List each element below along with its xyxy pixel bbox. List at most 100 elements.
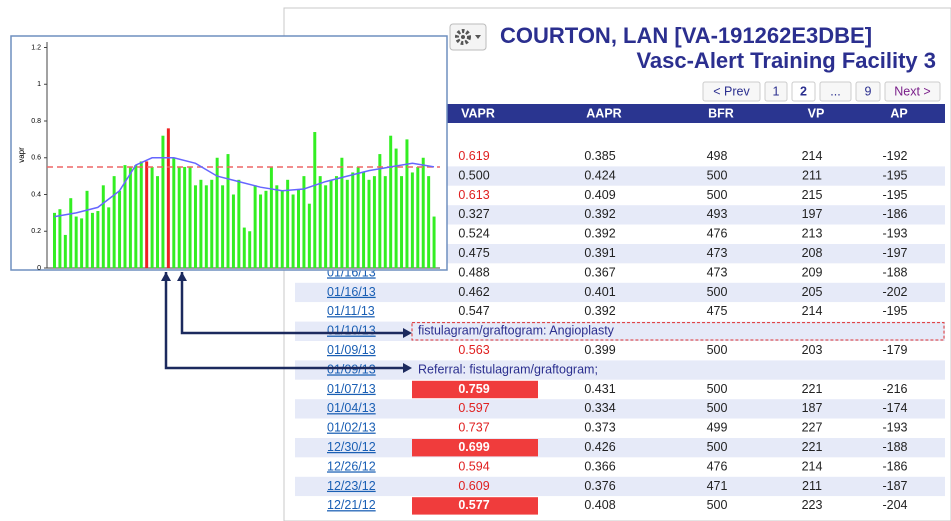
date-link[interactable]: 12/21/12 — [327, 498, 376, 512]
y-tick-label: 0.4 — [31, 191, 41, 198]
page-button[interactable] — [764, 81, 788, 102]
bar — [74, 216, 78, 268]
page-button[interactable] — [702, 81, 761, 102]
cell: 0.391 — [584, 246, 615, 260]
bar — [177, 166, 181, 268]
table: VAPR AAPR BFR VP AP 0.619 0.385 498 214 -192 0.500… — [295, 104, 945, 516]
note: Referral: fistulagram/graftogram; — [418, 362, 598, 376]
page-button-label[interactable]: ... — [830, 84, 840, 98]
page-button[interactable] — [791, 81, 816, 102]
bar — [204, 185, 208, 268]
date-link[interactable]: 12/30/12 — [327, 440, 376, 454]
bar — [269, 166, 273, 268]
bar — [345, 179, 349, 268]
row-bg — [295, 496, 945, 516]
cell: 203 — [802, 343, 823, 357]
cell: -193 — [882, 421, 907, 435]
row-bg — [295, 399, 945, 419]
bar — [421, 157, 425, 268]
settings-icon[interactable] — [449, 23, 487, 51]
bar — [145, 161, 149, 268]
bar — [107, 207, 111, 268]
bar — [53, 212, 56, 268]
row-bg — [295, 282, 945, 303]
bar — [242, 227, 246, 268]
date-link[interactable]: 12/23/12 — [327, 479, 376, 493]
cell: 221 — [802, 440, 823, 454]
y-tick-label: 0.6 — [31, 155, 41, 162]
cell: -188 — [882, 440, 907, 454]
row-bg — [295, 341, 945, 361]
page-button-label[interactable]: 2 — [800, 84, 807, 98]
y-tick-label: 1.2 — [31, 44, 41, 51]
cell: 0.424 — [584, 168, 615, 182]
date-link[interactable]: 01/02/13 — [327, 421, 376, 435]
bar — [313, 132, 317, 268]
page-button-label[interactable]: 1 — [773, 84, 780, 98]
bar — [85, 190, 89, 268]
row-bg — [295, 147, 945, 167]
row-bg — [295, 185, 945, 206]
row-bg — [295, 379, 945, 400]
cell: 500 — [707, 168, 728, 182]
date-link[interactable]: 01/16/13 — [327, 285, 376, 299]
bar — [193, 185, 197, 268]
bar — [172, 157, 176, 268]
subtitle: Vasc-Alert Training Facility 3 — [636, 48, 936, 73]
cell: 500 — [707, 285, 728, 299]
page-button-label[interactable]: Next > — [894, 84, 930, 98]
date-link[interactable]: 01/11/13 — [327, 304, 375, 318]
date-link[interactable]: 01/09/13 — [327, 343, 376, 357]
bar — [237, 179, 241, 268]
date-link[interactable]: 01/10/13 — [327, 324, 376, 338]
bar — [405, 139, 409, 268]
cell: 473 — [707, 246, 728, 260]
cell: 498 — [707, 149, 728, 163]
page-button[interactable] — [819, 81, 852, 102]
alert-cell — [412, 380, 538, 399]
cell: 0.392 — [584, 227, 615, 241]
bar — [259, 194, 263, 268]
bar — [221, 185, 225, 268]
date-link[interactable]: 01/04/13 — [327, 401, 376, 415]
cell: 0.613 — [458, 188, 489, 202]
page-button-label[interactable]: < Prev — [713, 84, 750, 98]
cell: 0.399 — [584, 343, 615, 357]
cell: 0.462 — [458, 285, 489, 299]
date-link[interactable]: 12/26/12 — [327, 459, 376, 473]
bar — [351, 172, 355, 268]
page-button[interactable] — [855, 81, 881, 102]
bar — [275, 185, 279, 268]
page-button-label[interactable]: 9 — [865, 84, 872, 98]
bar — [410, 172, 414, 268]
date-link[interactable]: 01/07/13 — [327, 382, 376, 396]
cell: 211 — [802, 479, 822, 493]
bar — [215, 157, 219, 268]
trend-line — [54, 157, 435, 218]
bar — [318, 176, 322, 268]
cell: -204 — [882, 498, 907, 512]
row-bg — [295, 263, 945, 283]
cell: 499 — [707, 421, 728, 435]
alert-cell — [412, 497, 538, 515]
gear-hub — [461, 35, 465, 39]
cell: 0.401 — [584, 285, 615, 299]
bar — [307, 203, 311, 268]
bar — [302, 176, 306, 268]
date-link[interactable]: 01/09/13 — [327, 362, 376, 376]
row-bg — [295, 360, 945, 380]
bar — [340, 157, 344, 268]
bar — [394, 148, 398, 268]
bar — [188, 166, 192, 268]
cell: -188 — [882, 265, 907, 279]
bar — [356, 166, 360, 268]
cell: 214 — [802, 304, 823, 318]
page-button[interactable] — [884, 81, 941, 102]
bar — [291, 194, 295, 268]
bar — [427, 176, 431, 268]
bar — [416, 166, 420, 268]
bar — [226, 154, 230, 268]
cell: 227 — [802, 421, 823, 435]
cell: 211 — [802, 168, 822, 182]
